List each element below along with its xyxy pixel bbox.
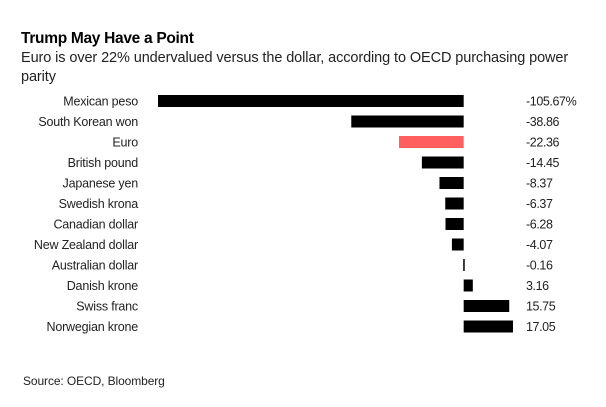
bar-mexican-peso (158, 95, 464, 107)
category-label-australian-dollar: Australian dollar (52, 259, 138, 273)
value-label-norwegian-krone: 17.05 (526, 320, 556, 334)
category-label-danish-krone: Danish krone (67, 279, 138, 293)
bar-australian-dollar (463, 259, 465, 271)
value-label-new-zealand-dollar: -4.07 (526, 238, 553, 252)
value-label-swiss-franc: 15.75 (526, 300, 556, 314)
value-label-australian-dollar: -0.16 (526, 259, 553, 273)
value-label-swedish-krona: -6.37 (526, 197, 553, 211)
chart-subtitle: Euro is over 22% undervalued versus the … (21, 50, 569, 85)
category-label-euro: Euro (112, 136, 138, 150)
category-labels: Mexican peso South Korean won Euro British … (34, 95, 139, 335)
category-label-new-zealand-dollar: New Zealand dollar (34, 238, 138, 252)
category-label-british-pound: British pound (68, 156, 139, 170)
chart-title: Trump May Have a Point (21, 30, 194, 47)
category-label-norwegian-krone: Norwegian krone (47, 320, 139, 334)
value-label-danish-krone: 3.16 (526, 279, 549, 293)
bar-british-pound (421, 156, 464, 169)
category-label-japanese-yen: Japanese yen (63, 177, 139, 191)
bar-swiss-franc (463, 300, 510, 312)
bar-japanese-yen (439, 177, 464, 189)
bar-euro (398, 136, 464, 148)
bar-swedish-krona (445, 197, 464, 210)
bar-south-korean-won (351, 115, 464, 128)
bar-danish-krone (463, 279, 473, 292)
value-label-japanese-yen: -8.37 (526, 177, 553, 191)
value-label-canadian-dollar: -6.28 (526, 218, 553, 232)
bar-new-zealand-dollar (451, 238, 464, 251)
value-label-euro: -22.36 (526, 136, 559, 150)
category-label-swedish-krona: Swedish krona (59, 197, 139, 211)
category-label-swiss-franc: Swiss franc (76, 300, 138, 314)
category-label-canadian-dollar: Canadian dollar (53, 218, 138, 232)
category-label-mexican-peso: Mexican peso (63, 95, 138, 109)
value-label-mexican-peso: -105.67% (526, 95, 577, 109)
bar-norwegian-krone (463, 320, 513, 333)
source-note: Source: OECD, Bloomberg (23, 374, 165, 388)
bar-canadian-dollar (445, 218, 464, 230)
category-label-south-korean-won: South Korean won (38, 115, 138, 129)
bars (158, 95, 513, 333)
value-label-british-pound: -14.45 (526, 156, 559, 170)
value-label-south-korean-won: -38.86 (526, 115, 559, 129)
value-labels: -105.67% -38.86 -22.36 -14.45 -8.37 -6.37 -6.2… (526, 95, 577, 335)
